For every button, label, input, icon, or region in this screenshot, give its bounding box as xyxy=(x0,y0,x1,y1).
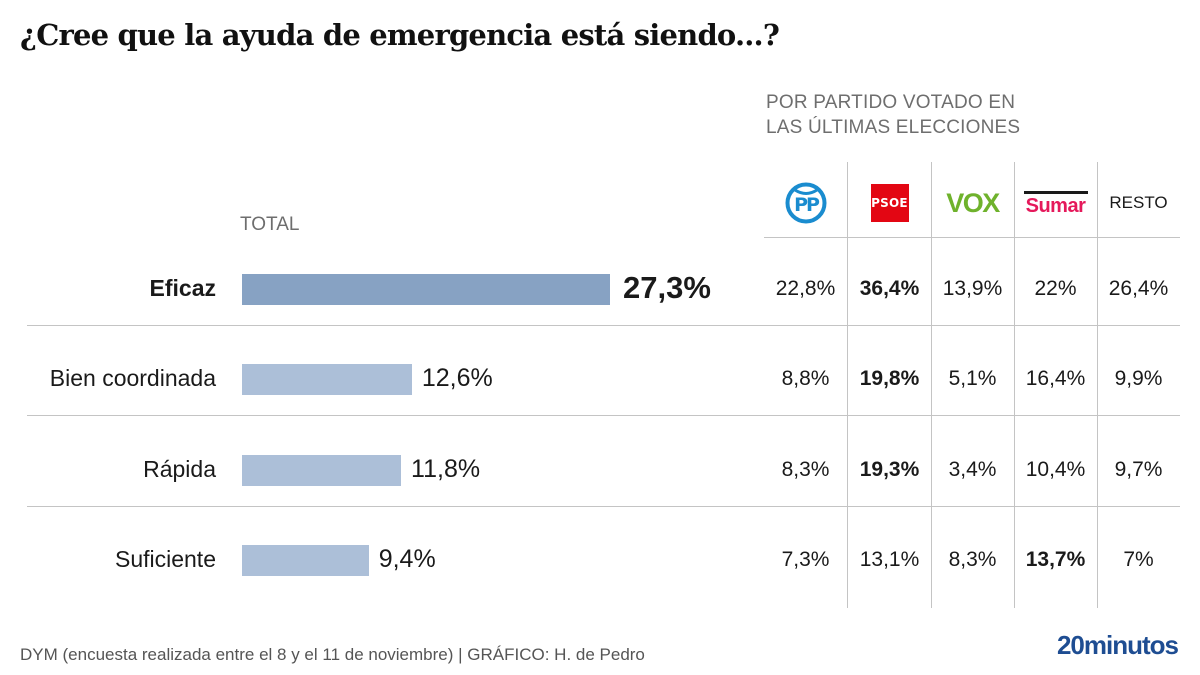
row-divider xyxy=(27,415,1180,416)
bar-eficaz xyxy=(242,274,610,305)
party-header-resto: RESTO xyxy=(1097,180,1180,226)
vox-logo-icon: VOX xyxy=(946,187,1000,218)
column-divider xyxy=(1097,162,1098,608)
psoe-logo-icon: PSOE xyxy=(870,184,909,222)
row-divider xyxy=(27,506,1180,507)
sumar-logo-bar xyxy=(1023,190,1088,194)
pp-logo-icon: PP xyxy=(785,182,826,224)
table-cell-psoe: 19,8% xyxy=(859,367,920,390)
party-header-psoe: PSOE xyxy=(848,180,931,226)
bar-value-label: 11,8% xyxy=(411,455,481,483)
table-cell-sumar: 16,4% xyxy=(1025,367,1086,390)
category-label: Eficaz xyxy=(149,275,216,301)
table-cell-vox: 3,4% xyxy=(948,458,997,481)
bar-bien-coordinada xyxy=(242,364,412,395)
row-divider xyxy=(27,325,1180,326)
svg-text:PP: PP xyxy=(794,194,820,216)
subhead-line-1: POR PARTIDO VOTADO EN xyxy=(766,92,1016,113)
table-cell-psoe: 19,3% xyxy=(859,458,920,481)
bar-value-label: 27,3% xyxy=(623,270,711,305)
column-divider xyxy=(847,162,848,608)
category-label: Rápida xyxy=(143,456,216,482)
bar-r-pida xyxy=(242,455,402,486)
bar-value-label: 9,4% xyxy=(378,545,436,573)
table-cell-pp: 8,3% xyxy=(781,458,830,481)
table-cell-pp: 8,8% xyxy=(781,367,830,390)
table-cell-sumar: 13,7% xyxy=(1025,548,1086,571)
category-label: Bien coordinada xyxy=(49,365,216,391)
table-cell-psoe: 36,4% xyxy=(859,277,920,300)
chart-title: ¿Cree que la ayuda de emergencia está si… xyxy=(20,18,780,52)
total-column-label: TOTAL xyxy=(240,214,300,235)
table-cell-psoe: 13,1% xyxy=(859,548,920,571)
table-cell-pp: 7,3% xyxy=(781,548,830,571)
column-divider xyxy=(931,162,932,608)
category-label: Suficiente xyxy=(114,546,216,572)
table-cell-sumar: 22% xyxy=(1034,277,1077,300)
bar-suficiente xyxy=(242,545,369,576)
source-note: DYM (encuesta realizada entre el 8 y el … xyxy=(20,645,645,664)
header-divider xyxy=(764,237,1180,238)
table-cell-resto: 9,9% xyxy=(1114,367,1163,390)
table-cell-resto: 7% xyxy=(1123,548,1154,571)
party-header-vox: VOX xyxy=(931,180,1014,226)
sumar-logo-text: Sumar xyxy=(1025,194,1086,217)
brand-logo: 20minutos xyxy=(1056,630,1179,660)
sumar-logo-icon: Sumar xyxy=(1023,190,1088,217)
table-cell-resto: 9,7% xyxy=(1114,458,1163,481)
party-header-sumar: Sumar xyxy=(1014,180,1097,226)
resto-label: RESTO xyxy=(1109,193,1168,212)
subhead-line-2: LAS ÚLTIMAS ELECCIONES xyxy=(766,117,1021,138)
table-cell-sumar: 10,4% xyxy=(1025,458,1086,481)
bar-value-label: 12,6% xyxy=(421,364,493,392)
party-header-pp: PP xyxy=(764,180,847,226)
table-cell-vox: 5,1% xyxy=(948,367,997,390)
table-cell-vox: 13,9% xyxy=(942,277,1003,300)
party-breakdown-heading: POR PARTIDO VOTADO EN LAS ÚLTIMAS ELECCI… xyxy=(766,90,1020,140)
table-cell-vox: 8,3% xyxy=(948,548,997,571)
column-divider xyxy=(1014,162,1015,608)
table-cell-pp: 22,8% xyxy=(775,277,836,300)
table-cell-resto: 26,4% xyxy=(1108,277,1169,300)
